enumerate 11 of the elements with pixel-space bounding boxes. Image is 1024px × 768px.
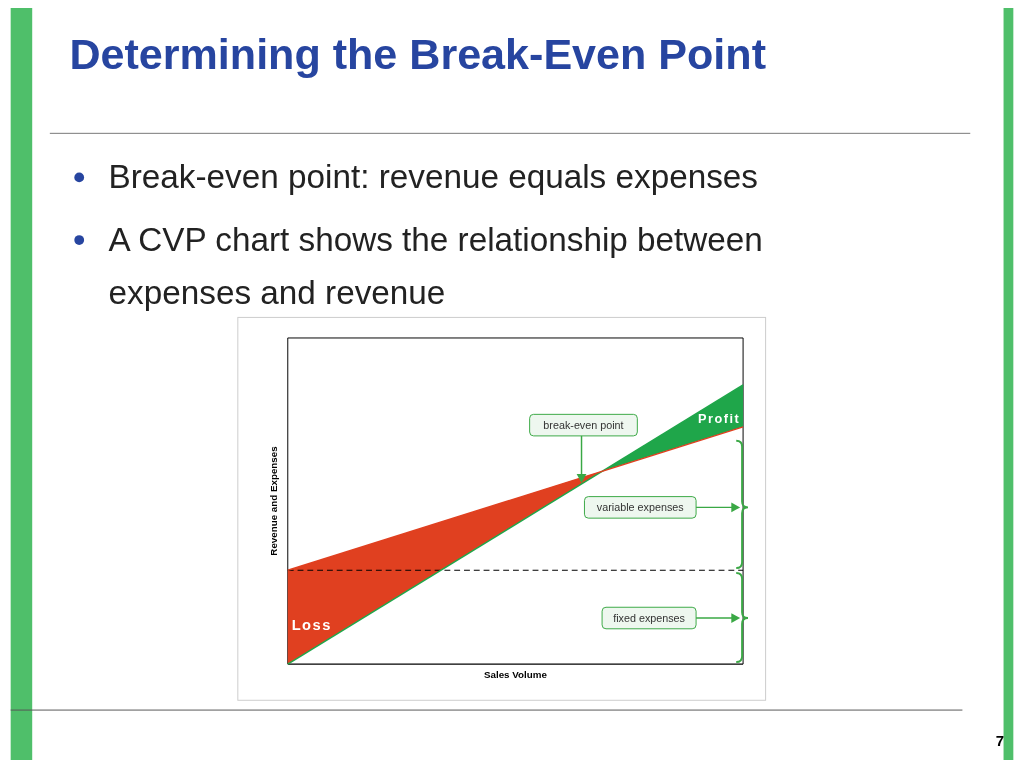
y-axis-title: Revenue and Expenses [268, 445, 279, 556]
page-number: 7 [995, 732, 1004, 749]
text: Break-even point: revenue equals expenses [108, 158, 759, 196]
chart-title: Determining the Break-Even Point [69, 29, 766, 78]
annotation: fixed expenses [613, 611, 685, 624]
text: A CVP chart shows the relationship between expenses and revenue [108, 220, 763, 311]
annotation: variable expenses [596, 501, 684, 514]
x-axis-title: Sales Volume [483, 668, 548, 680]
annotation: Profit [698, 411, 741, 427]
annotation: break-even point [543, 419, 624, 432]
annotation: Loss [291, 616, 332, 633]
